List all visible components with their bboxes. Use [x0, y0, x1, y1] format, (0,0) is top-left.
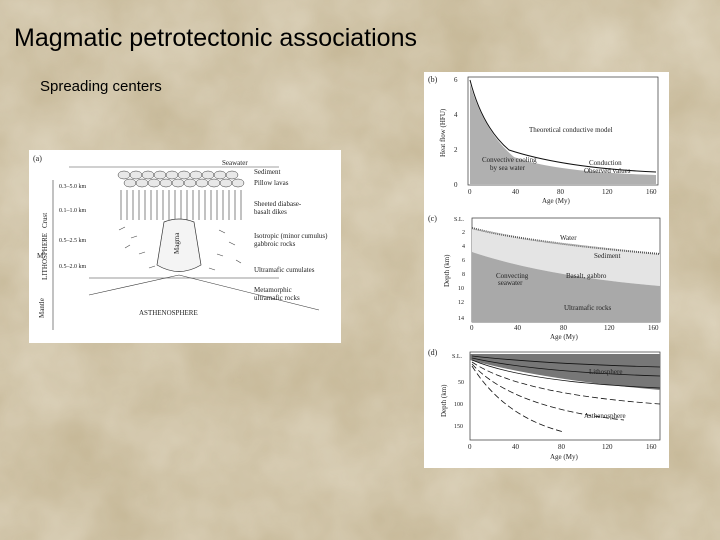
depth-ytick-0: S.L. [454, 217, 465, 223]
gabbro-layer [118, 226, 242, 271]
heat-xtick-2: 80 [557, 188, 565, 196]
label-basalt-gabbro: Basalt, gabbro [566, 272, 607, 280]
panel-label-b: (b) [428, 75, 438, 84]
depth-ytick-7: 14 [458, 316, 464, 322]
label-depth-1: 0.3–5.0 km [59, 184, 87, 190]
heat-xtick-3: 120 [602, 188, 613, 196]
lith-ytick-0: S.L. [452, 354, 463, 360]
label-mantle: Mantle [38, 298, 46, 318]
depth-xtick-2: 80 [560, 324, 568, 332]
label-isotropic-2: gabbroic rocks [254, 240, 296, 248]
label-crust: Crust [41, 213, 49, 228]
heat-ytick-2: 2 [454, 146, 458, 154]
heat-ylabel: Heat flow (HFU) [439, 108, 447, 157]
label-asthenosphere: ASTHENOSPHERE [139, 309, 198, 317]
label-lithosphere: LITHOSPHERE [41, 233, 49, 280]
lith-ytick-2: 100 [454, 402, 463, 408]
label-sediment: Sediment [254, 168, 280, 176]
depth-ylabel: Depth (km) [443, 254, 451, 287]
pillow-lava-layer [117, 170, 245, 188]
heat-ytick-0: 6 [454, 76, 458, 84]
label-metamorphic-1: Metamorphic [254, 286, 292, 294]
label-sediment-c: Sediment [594, 252, 620, 260]
magma-chamber [156, 218, 202, 272]
depth-ytick-5: 10 [458, 286, 464, 292]
label-ultramafic-cumulates: Ultramafic cumulates [254, 266, 315, 274]
label-pillow-lavas: Pillow lavas [254, 179, 289, 187]
label-conduction: Conduction [589, 159, 622, 167]
lith-ytick-1: 50 [458, 380, 464, 386]
figure-ophiolite-section: (a) Seawater Sediment Pillow lavas Sheet… [29, 150, 341, 343]
panel-label-d: (d) [428, 348, 438, 357]
basalt-gabbro-area [472, 228, 660, 286]
sediment-band [471, 227, 661, 255]
heat-ytick-1: 4 [454, 111, 458, 119]
label-moho: M [37, 252, 44, 260]
label-depth-3: 0.5–2.5 km [59, 238, 87, 244]
heat-xtick-0: 0 [468, 188, 472, 196]
lithosphere-fill [470, 354, 660, 390]
depth-xtick-1: 40 [514, 324, 522, 332]
figure-ocean-lithosphere-panels: (b) 6 4 2 0 0 40 80 120 160 Age (My) Hea… [424, 72, 669, 468]
label-isotropic-1: Isotropic (minor cumulus) [254, 232, 328, 240]
label-depth-2: 0.1–1.0 km [59, 208, 87, 214]
lith-xtick-1: 40 [512, 443, 520, 451]
depth-ytick-2: 4 [462, 244, 465, 250]
lith-ytick-3: 150 [454, 424, 463, 430]
label-convecting-2: seawater [498, 279, 523, 287]
label-depth-4: 0.5–2.0 km [59, 264, 87, 270]
panel-depth-structure: (c) S.L. 2 4 6 8 10 12 14 0 40 80 120 16… [428, 214, 661, 341]
isotherm-curves [471, 355, 661, 433]
label-theoretical-model: Theoretical conductive model [529, 126, 613, 134]
depth-ytick-1: 2 [462, 230, 465, 236]
label-convective-1: Convective cooling [482, 156, 537, 164]
label-convective-2: by sea water [490, 164, 526, 172]
heat-flow-model-curve [469, 79, 657, 173]
panel-label-c: (c) [428, 214, 437, 223]
heat-xtick-4: 160 [646, 188, 657, 196]
label-asthenosphere-d: Asthenosphere [584, 412, 626, 420]
lith-ylabel: Depth (km) [440, 384, 448, 417]
heat-flow-observed-area [470, 84, 656, 184]
lith-xtick-3: 120 [602, 443, 613, 451]
depth-xtick-3: 120 [604, 324, 615, 332]
depth-xlabel: Age (My) [550, 333, 578, 341]
label-observed: Observed values [584, 167, 631, 175]
label-ultramafic-c: Ultramafic rocks [564, 304, 612, 312]
label-metamorphic-2: ultramafic rocks [254, 294, 300, 302]
heat-xtick-1: 40 [512, 188, 520, 196]
label-magma: Magma [173, 232, 181, 254]
panel-lithosphere: (d) S.L. 50 100 150 0 40 80 120 160 Age … [428, 348, 661, 461]
sheeted-dike-layer [120, 190, 242, 220]
label-seawater: Seawater [222, 159, 248, 167]
bullet-spreading-centers: Spreading centers [40, 78, 162, 95]
depth-ytick-6: 12 [458, 300, 464, 306]
slide-title: Magmatic petrotectonic associations [14, 24, 417, 52]
heat-ytick-3: 0 [454, 181, 458, 189]
lith-xtick-2: 80 [558, 443, 566, 451]
depth-ytick-4: 8 [462, 272, 465, 278]
lith-xlabel: Age (My) [550, 453, 578, 461]
depth-xtick-0: 0 [470, 324, 474, 332]
heat-xlabel: Age (My) [542, 197, 570, 205]
label-sheeted-dikes-1: Sheeted diabase- [254, 200, 302, 208]
ultramafic-area [472, 252, 660, 322]
label-sheeted-dikes-2: basalt dikes [254, 208, 287, 216]
lith-xtick-0: 0 [468, 443, 472, 451]
depth-ytick-3: 6 [462, 258, 465, 264]
label-water: Water [560, 234, 577, 242]
panel-label-a: (a) [33, 154, 42, 163]
lith-xtick-4: 160 [646, 443, 657, 451]
depth-xtick-4: 160 [648, 324, 659, 332]
label-lithosphere-d: Lithosphere [589, 368, 622, 376]
label-convecting-1: Convecting [496, 272, 529, 280]
panel-heat-flow: (b) 6 4 2 0 0 40 80 120 160 Age (My) Hea… [428, 75, 659, 205]
